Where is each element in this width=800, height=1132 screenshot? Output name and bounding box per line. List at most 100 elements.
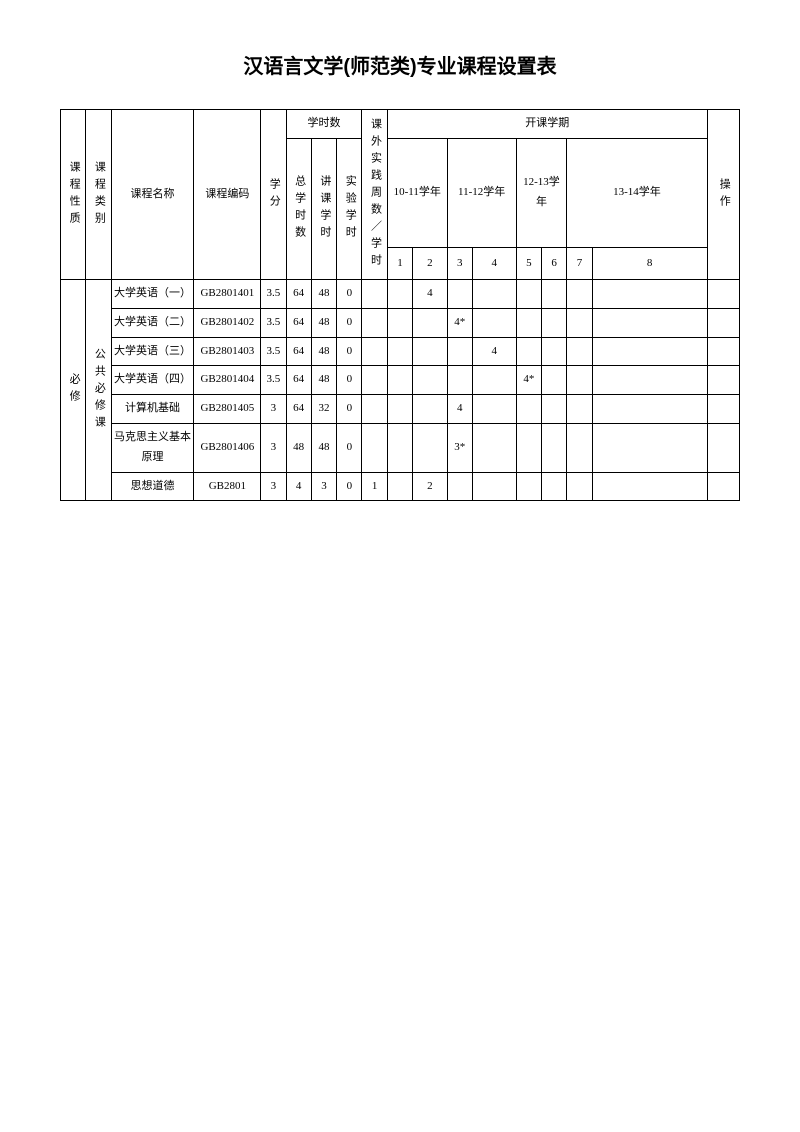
cell-s4: 4 xyxy=(472,337,516,366)
col-action: 操作 xyxy=(707,110,739,280)
cell-s1 xyxy=(387,423,412,472)
cell-practice xyxy=(362,308,387,337)
course-table: 课程性质 课程类别 课程名称 课程编码 学分 学时数 课外实践周数／学时 开课学… xyxy=(60,109,740,501)
cell-s8 xyxy=(592,337,707,366)
cell-credit: 3.5 xyxy=(261,337,286,366)
cell-s3: 3* xyxy=(447,423,472,472)
cell-s5 xyxy=(516,337,541,366)
cell-code: GB2801404 xyxy=(194,366,261,395)
cell-s3 xyxy=(447,472,472,501)
col-s6: 6 xyxy=(541,248,566,280)
header-row-1: 课程性质 课程类别 课程名称 课程编码 学分 学时数 课外实践周数／学时 开课学… xyxy=(61,110,740,139)
table-row: 大学英语（三） GB2801403 3.5 64 48 0 4 xyxy=(61,337,740,366)
col-lab-hours: 实验学时 xyxy=(337,138,362,279)
table-row: 思想道德 GB2801 3 4 3 0 1 2 xyxy=(61,472,740,501)
cell-action xyxy=(707,308,739,337)
cell-s2 xyxy=(413,337,448,366)
cell-total: 64 xyxy=(286,308,311,337)
cell-s5 xyxy=(516,395,541,424)
cell-s4 xyxy=(472,280,516,309)
col-practice: 课外实践周数／学时 xyxy=(362,110,387,280)
col-s2: 2 xyxy=(413,248,448,280)
cell-lecture: 32 xyxy=(311,395,336,424)
cell-credit: 3.5 xyxy=(261,280,286,309)
cell-credit: 3.5 xyxy=(261,308,286,337)
col-credit: 学分 xyxy=(261,110,286,280)
cell-lecture: 48 xyxy=(311,308,336,337)
cell-code: GB2801402 xyxy=(194,308,261,337)
cell-lab: 0 xyxy=(337,337,362,366)
cell-s3: 4* xyxy=(447,308,472,337)
col-semester: 开课学期 xyxy=(387,110,707,139)
col-s3: 3 xyxy=(447,248,472,280)
cell-s3: 4 xyxy=(447,395,472,424)
table-row: 马克思主义基本原理 GB2801406 3 48 48 0 3* xyxy=(61,423,740,472)
cell-s4 xyxy=(472,308,516,337)
col-s5: 5 xyxy=(516,248,541,280)
cell-s6 xyxy=(541,308,566,337)
cell-credit: 3 xyxy=(261,472,286,501)
cell-s5 xyxy=(516,472,541,501)
col-lecture-hours: 讲课学时 xyxy=(311,138,336,279)
cell-s6 xyxy=(541,395,566,424)
cell-lab: 0 xyxy=(337,472,362,501)
cell-name: 大学英语（三） xyxy=(111,337,194,366)
col-total-hours: 总学时数 xyxy=(286,138,311,279)
cell-name: 计算机基础 xyxy=(111,395,194,424)
cell-action xyxy=(707,423,739,472)
cell-s7 xyxy=(567,395,592,424)
cell-s2 xyxy=(413,395,448,424)
col-s1: 1 xyxy=(387,248,412,280)
cell-s5 xyxy=(516,423,541,472)
cell-s2: 2 xyxy=(413,472,448,501)
col-s4: 4 xyxy=(472,248,516,280)
page-title: 汉语言文学(师范类)专业课程设置表 xyxy=(60,50,740,79)
cell-s2 xyxy=(413,366,448,395)
cell-lecture: 48 xyxy=(311,423,336,472)
cell-s5 xyxy=(516,308,541,337)
cell-code: GB2801406 xyxy=(194,423,261,472)
cell-name: 大学英语（四） xyxy=(111,366,194,395)
cell-lab: 0 xyxy=(337,366,362,395)
cell-practice xyxy=(362,337,387,366)
cell-s6 xyxy=(541,280,566,309)
cell-practice xyxy=(362,395,387,424)
cell-code: GB2801403 xyxy=(194,337,261,366)
cell-s2 xyxy=(413,308,448,337)
cell-s7 xyxy=(567,280,592,309)
cell-s4 xyxy=(472,423,516,472)
cell-s7 xyxy=(567,472,592,501)
cell-total: 4 xyxy=(286,472,311,501)
table-row: 计算机基础 GB2801405 3 64 32 0 4 xyxy=(61,395,740,424)
col-year2: 11-12学年 xyxy=(447,138,516,248)
cell-name: 马克思主义基本原理 xyxy=(111,423,194,472)
cell-code: GB2801401 xyxy=(194,280,261,309)
cell-s7 xyxy=(567,337,592,366)
cell-lab: 0 xyxy=(337,280,362,309)
cell-total: 64 xyxy=(286,366,311,395)
col-category: 课程类别 xyxy=(86,110,111,280)
cell-credit: 3 xyxy=(261,395,286,424)
table-row: 必修 公共必修课 大学英语（一） GB2801401 3.5 64 48 0 4 xyxy=(61,280,740,309)
cell-code: GB2801405 xyxy=(194,395,261,424)
cell-action xyxy=(707,366,739,395)
cell-s1 xyxy=(387,395,412,424)
table-row: 大学英语（二） GB2801402 3.5 64 48 0 4* xyxy=(61,308,740,337)
cell-s7 xyxy=(567,423,592,472)
cell-s1 xyxy=(387,280,412,309)
cell-lab: 0 xyxy=(337,308,362,337)
cell-s1 xyxy=(387,472,412,501)
cell-s6 xyxy=(541,423,566,472)
category-cell: 公共必修课 xyxy=(86,280,111,501)
cell-lab: 0 xyxy=(337,395,362,424)
cell-s8 xyxy=(592,366,707,395)
cell-s7 xyxy=(567,366,592,395)
cell-s3 xyxy=(447,366,472,395)
col-s7: 7 xyxy=(567,248,592,280)
col-code: 课程编码 xyxy=(194,110,261,280)
cell-lecture: 48 xyxy=(311,280,336,309)
cell-total: 64 xyxy=(286,395,311,424)
cell-s2 xyxy=(413,423,448,472)
cell-total: 64 xyxy=(286,337,311,366)
nature-cell: 必修 xyxy=(61,280,86,501)
